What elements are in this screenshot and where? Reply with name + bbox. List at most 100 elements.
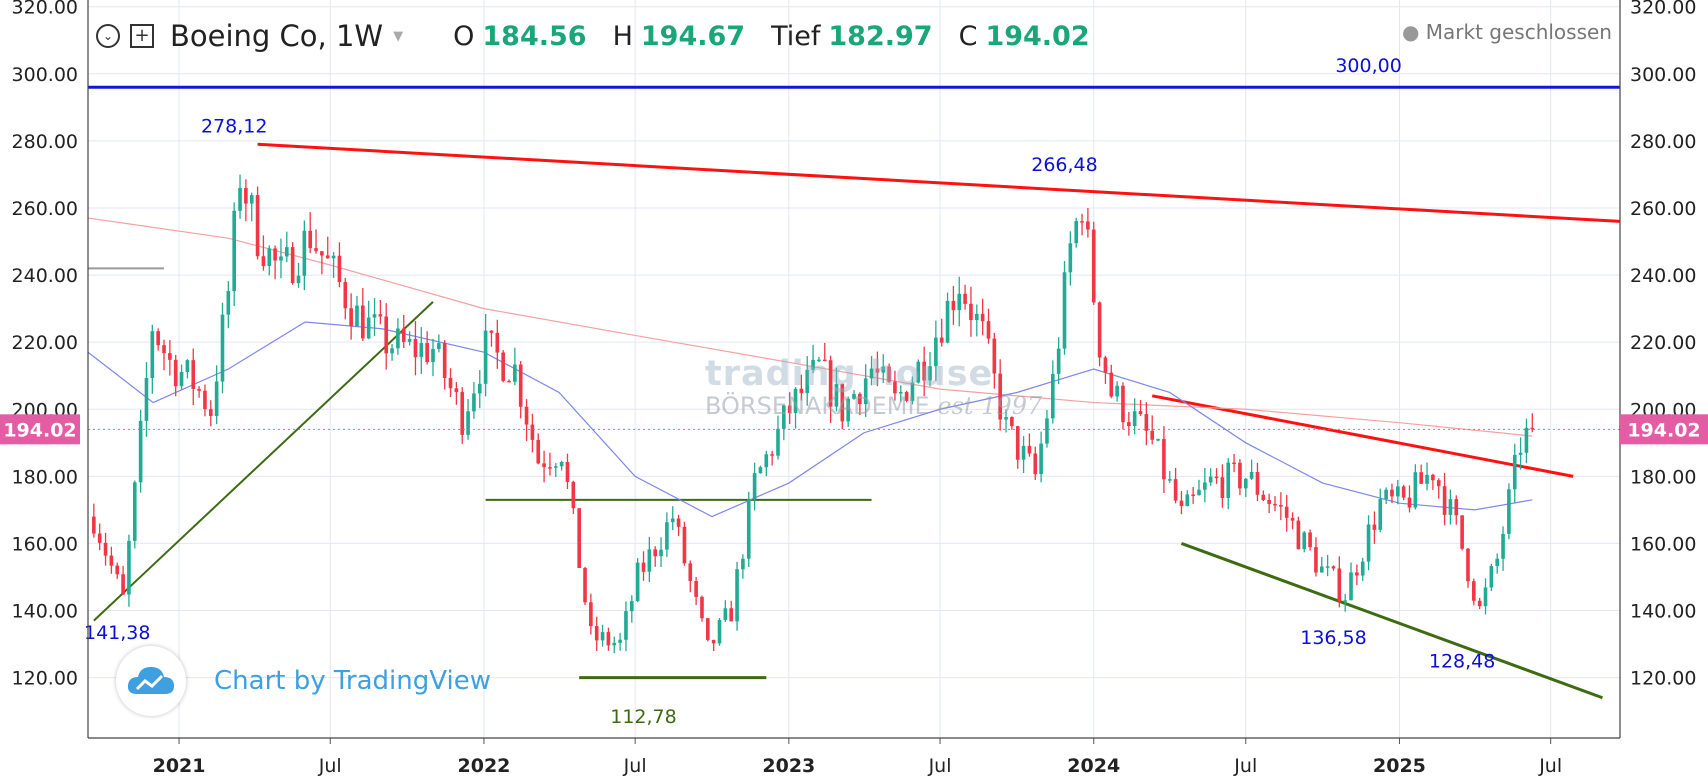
candle-body — [1068, 243, 1073, 273]
price-tag-left-text: 194.02 — [3, 419, 76, 441]
candle-body — [267, 248, 272, 267]
candle-body — [366, 317, 371, 339]
candle-body — [1039, 443, 1043, 475]
candle-body — [1314, 547, 1318, 573]
candle-body — [746, 499, 751, 559]
horizontal-levels — [88, 85, 1620, 430]
candle-body — [898, 391, 903, 394]
candle-body — [1249, 472, 1254, 479]
long-term-resistance — [257, 142, 1621, 223]
candle-body — [782, 405, 786, 429]
symbol-title[interactable]: Boeing Co, 1W — [170, 19, 384, 53]
candle-body — [1512, 454, 1517, 490]
candle-body — [513, 364, 517, 382]
candle-body — [1191, 494, 1195, 496]
add-symbol-icon[interactable]: + — [130, 24, 154, 48]
candle-body — [536, 439, 541, 464]
candle-body — [939, 337, 944, 343]
y-tick-right: 240.00 — [1630, 265, 1696, 287]
candle-body — [144, 378, 149, 421]
candle-body — [103, 542, 108, 556]
candle-body — [881, 366, 886, 373]
candle-body — [1501, 533, 1505, 559]
candle-body — [1232, 462, 1236, 465]
tradingview-cloud-icon — [116, 646, 186, 716]
candle-body — [1518, 452, 1523, 455]
candle-body — [413, 338, 418, 358]
candle-body — [752, 473, 757, 500]
candle-body — [1431, 474, 1435, 481]
candle-body — [1319, 566, 1324, 573]
candle-body — [320, 251, 324, 256]
candle-body — [1407, 497, 1412, 508]
candle-body — [244, 187, 248, 204]
candle-body — [863, 378, 868, 405]
candle-body — [1074, 221, 1079, 244]
candle-body — [612, 642, 617, 646]
tradingview-badge[interactable]: Chart by TradingView — [116, 646, 491, 716]
candle-body — [1530, 427, 1535, 430]
candle-body — [840, 384, 845, 422]
candle-body — [741, 558, 745, 570]
candle-body — [957, 293, 962, 311]
candle-body — [600, 632, 605, 641]
annotation-label: 136,58 — [1300, 627, 1366, 649]
candle-body — [1401, 486, 1406, 498]
candle-body — [407, 338, 412, 342]
candle-body — [185, 360, 190, 372]
candle-body — [1056, 348, 1061, 374]
candle-body — [606, 632, 611, 646]
candle-body — [945, 300, 950, 343]
candle-body — [255, 195, 260, 257]
candle-body — [191, 360, 196, 389]
candle-body — [472, 393, 476, 412]
tradingview-credit[interactable]: Chart by TradingView — [214, 666, 491, 696]
candle-body — [1238, 462, 1242, 489]
x-tick-label: 2025 — [1373, 755, 1426, 777]
candle-body — [530, 424, 535, 440]
candle-body — [571, 481, 576, 509]
candle-body — [1214, 476, 1219, 479]
symbol-dropdown-icon[interactable]: ▼ — [393, 28, 404, 44]
candle-body — [226, 291, 231, 315]
candle-body — [1343, 600, 1347, 602]
candle-body — [92, 516, 96, 534]
y-tick-right: 120.00 — [1630, 668, 1696, 690]
candle-body — [717, 619, 722, 644]
candle-body — [1425, 474, 1429, 484]
candle-body — [887, 366, 891, 382]
candle-body — [1489, 566, 1494, 588]
candle-body — [1045, 418, 1049, 444]
candle-body — [735, 569, 739, 622]
candle-body — [1436, 480, 1441, 487]
candle-body — [1477, 600, 1482, 607]
candle-body — [770, 454, 774, 456]
ohlc-key-3: C — [958, 20, 978, 52]
candle-body — [1027, 445, 1032, 454]
moving-average-fast — [87, 321, 1533, 518]
candle-body — [349, 308, 353, 327]
y-tick-left: 140.00 — [12, 601, 78, 623]
candle-body — [583, 567, 587, 603]
y-tick-right: 300.00 — [1630, 64, 1696, 86]
candle-body — [1524, 427, 1529, 453]
candle-body — [1033, 453, 1038, 475]
x-tick-label: 2021 — [153, 755, 206, 777]
candle-body — [168, 353, 172, 360]
y-tick-right: 260.00 — [1630, 198, 1696, 220]
candle-body — [1355, 572, 1359, 576]
collapse-icon[interactable]: ⌄ — [96, 24, 120, 48]
candle-body — [121, 574, 125, 595]
candle-body — [524, 406, 529, 425]
market-status-text: Markt geschlossen — [1425, 20, 1612, 44]
candle-body — [518, 364, 523, 407]
wedge-support — [1180, 542, 1603, 700]
candles[interactable] — [92, 174, 1535, 654]
candle-body — [1308, 532, 1312, 548]
candle-body — [1156, 439, 1160, 441]
candle-body — [1390, 489, 1394, 497]
candle-body — [308, 230, 313, 249]
candle-body — [1062, 272, 1067, 349]
